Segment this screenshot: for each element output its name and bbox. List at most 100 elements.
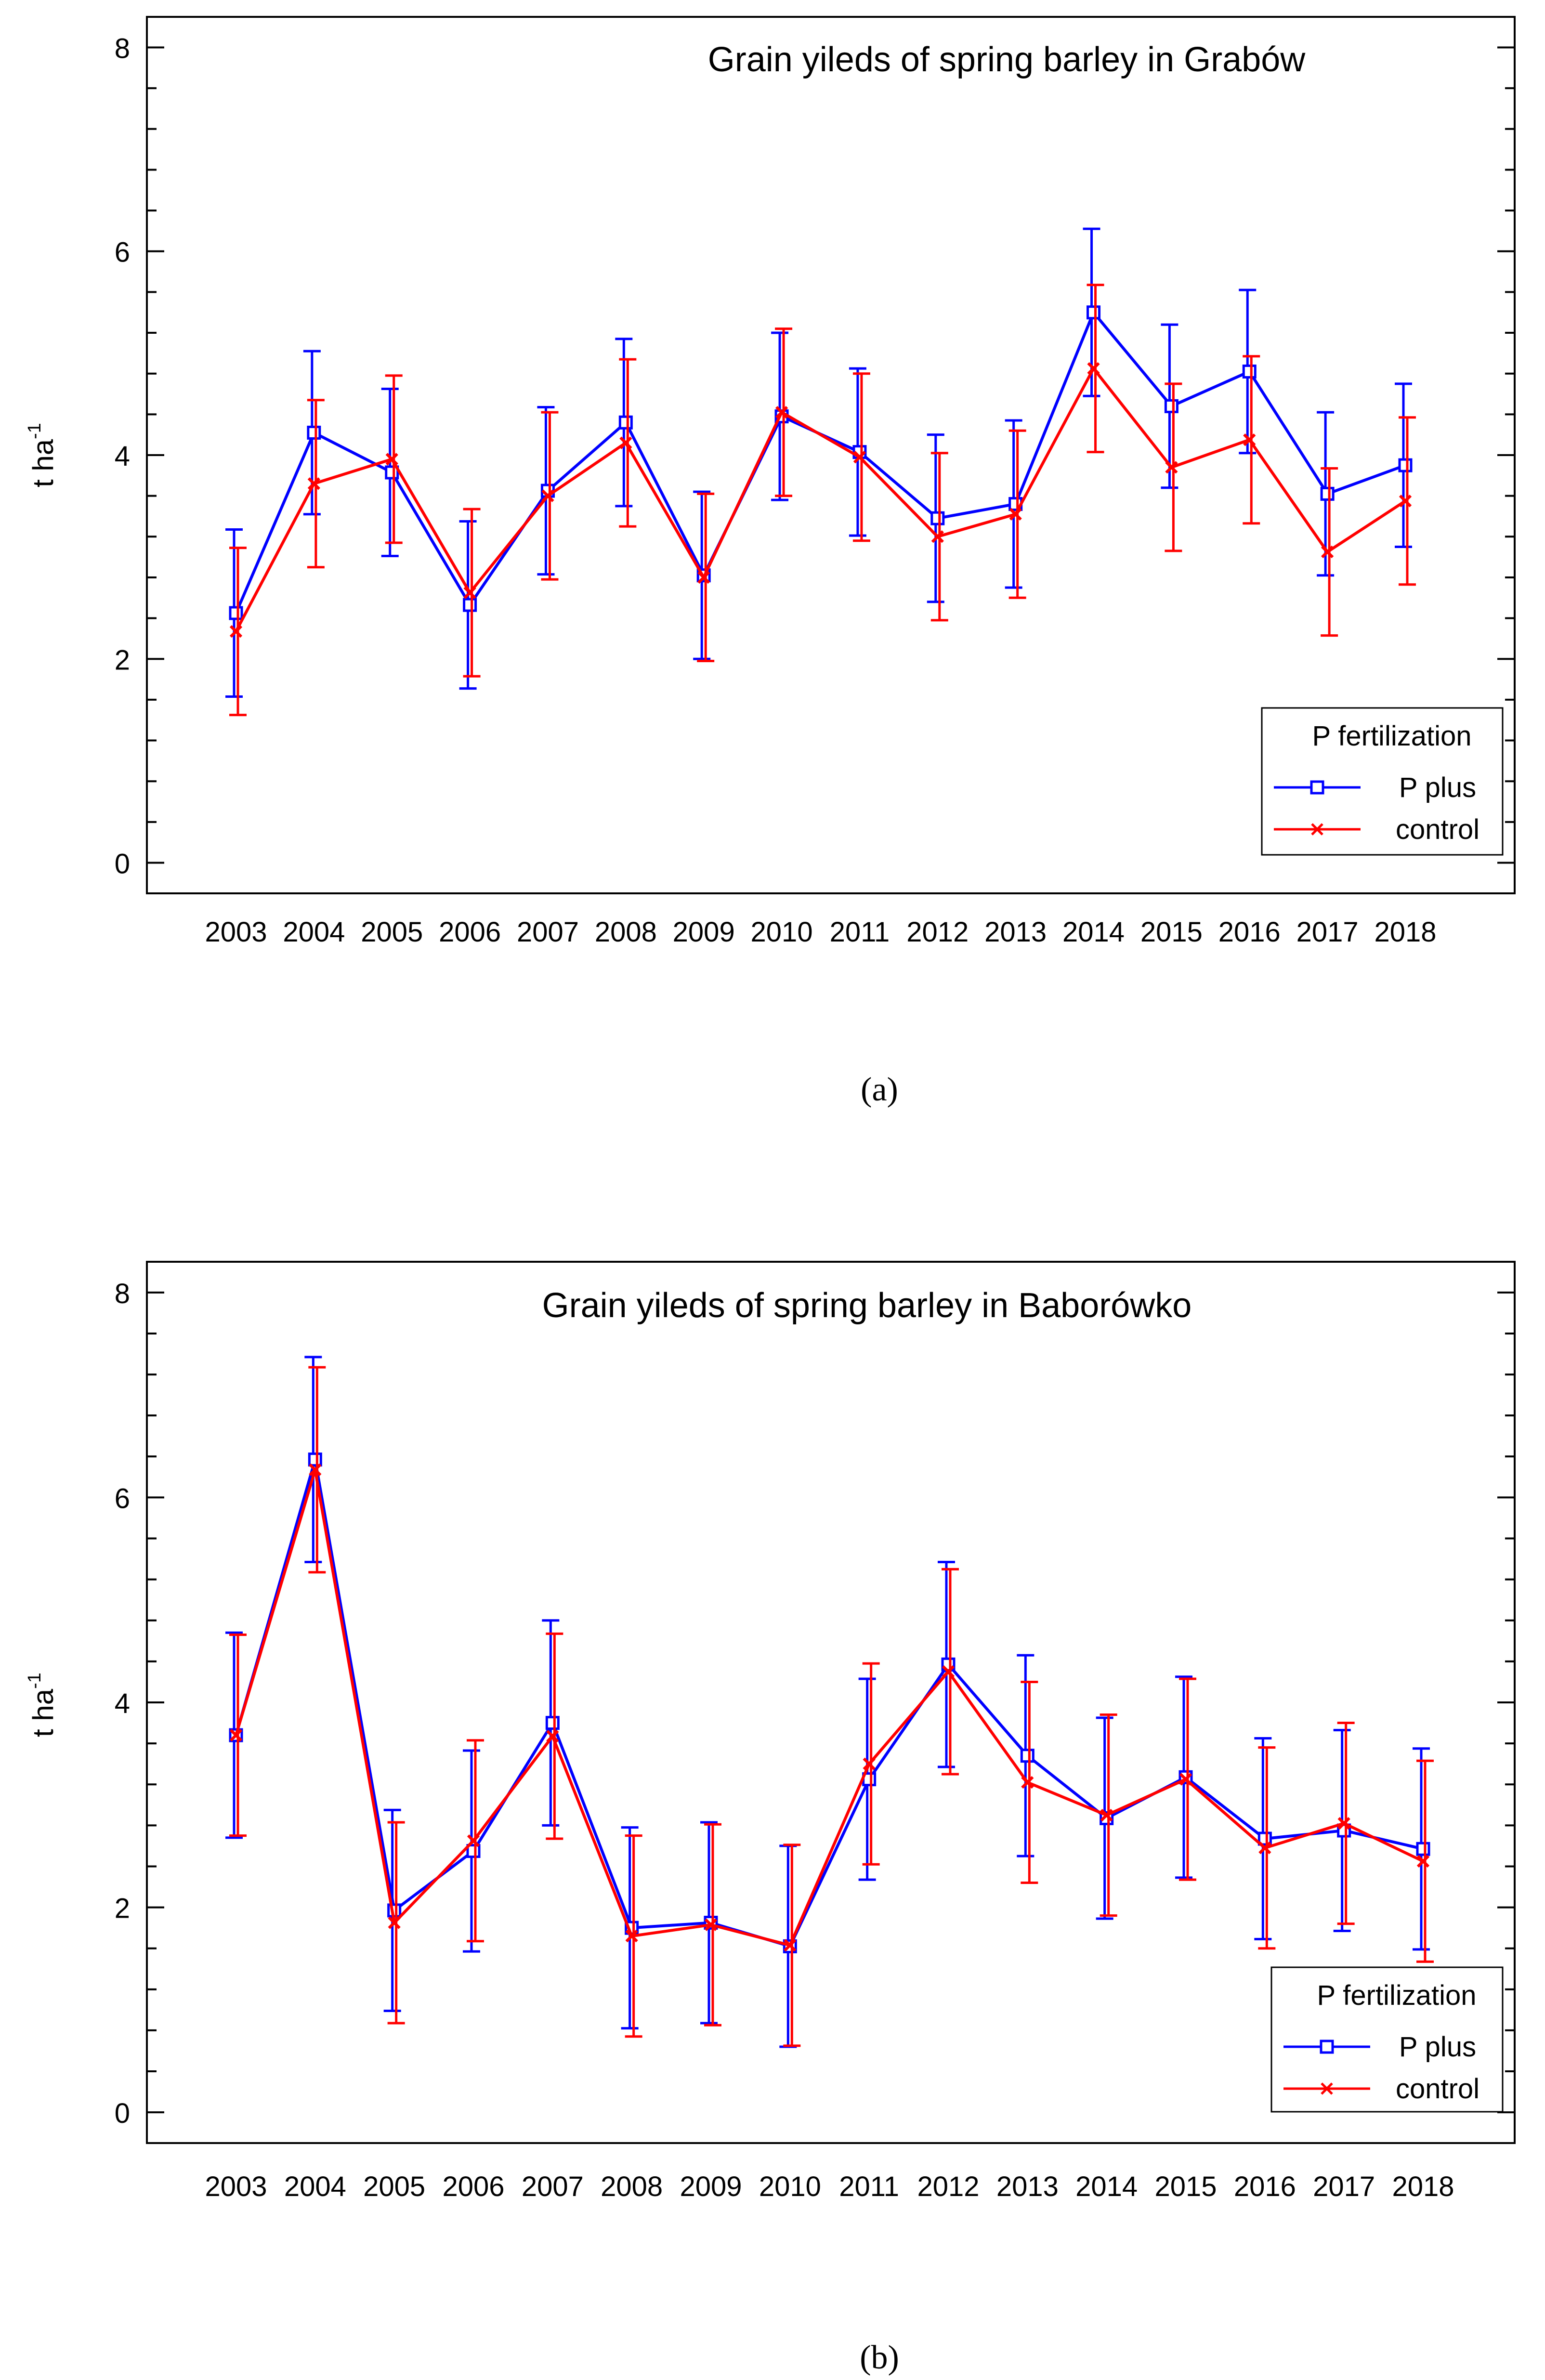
chart-title: Grain yileds of spring barley in Baborów…	[542, 1286, 1192, 1325]
data-point-2003	[229, 1728, 243, 1742]
data-point-2007	[546, 1730, 559, 1743]
legend-label-p-plus: P plus	[1399, 2031, 1476, 2063]
data-point-2013	[1020, 1749, 1034, 1763]
series-line-p-plus	[235, 1459, 1424, 1948]
chart-panel-b: 0 2 4 6 8 2003 2004 2005 2006 2007 2008 2009 2010 201…	[25, 1261, 1516, 2376]
data-point-2018	[1416, 1855, 1430, 1868]
x-tick-label-2007: 2007	[517, 916, 579, 948]
series-layer	[225, 1356, 1434, 2048]
data-point-2013	[1021, 1776, 1034, 1789]
data-point-2004	[307, 477, 320, 490]
data-point-2004	[309, 1463, 322, 1477]
legend-marker-x	[1311, 823, 1323, 836]
data-point-2008	[618, 415, 633, 430]
y-tick-label: 2	[115, 644, 130, 676]
x-tick-label-2006: 2006	[439, 916, 501, 948]
x-tick-label-2011: 2011	[839, 2171, 899, 2202]
legend-title: P fertilization	[1317, 1980, 1477, 2011]
data-point-2006	[467, 1834, 480, 1847]
y-axis-label: t ha-1	[25, 1673, 59, 1737]
data-point-2007	[541, 489, 554, 502]
legend: P fertilization P plus control	[1261, 707, 1504, 856]
axes: 0 2 4 6 8 2003 2004 2005 2006 2007 2008 2009 2010 201…	[115, 1278, 1515, 2202]
data-point-2012	[930, 511, 945, 525]
data-point-2013	[1009, 508, 1022, 521]
data-point-2009	[697, 571, 710, 584]
x-tick-label-2013: 2013	[984, 916, 1047, 948]
legend-marker-square	[1310, 780, 1324, 795]
series-control	[229, 1366, 1434, 2047]
data-point-2017	[1320, 486, 1335, 501]
x-tick-label-2009: 2009	[680, 2171, 742, 2202]
legend-title: P fertilization	[1312, 720, 1472, 752]
legend: P fertilization P plus control	[1270, 1966, 1504, 2113]
series-p-plus	[225, 227, 1413, 698]
x-tick-label-2005: 2005	[363, 2171, 425, 2202]
series-layer	[225, 227, 1416, 717]
data-point-2012	[931, 530, 944, 543]
x-tick-label-2004: 2004	[284, 2171, 346, 2202]
data-point-2017	[1337, 1817, 1350, 1830]
y-tick-label: 8	[115, 33, 130, 64]
legend-label-control: control	[1396, 814, 1480, 845]
data-point-2015	[1164, 399, 1178, 413]
data-point-2006	[463, 586, 476, 599]
data-point-2016	[1258, 1842, 1271, 1855]
y-tick-label: 4	[115, 441, 130, 472]
x-tick-label-2017: 2017	[1313, 2171, 1375, 2202]
x-tick-label-2018: 2018	[1374, 916, 1436, 948]
series-line-control	[235, 1469, 1424, 1947]
data-point-2008	[619, 436, 632, 449]
y-tick-label: 2	[115, 1893, 130, 1924]
x-tick-label-2003: 2003	[205, 916, 267, 948]
data-point-2014	[1087, 305, 1101, 320]
data-point-2014	[1087, 362, 1100, 375]
panel-label: (a)	[861, 1071, 898, 1108]
data-point-2005	[388, 1916, 401, 1929]
x-tick-label-2017: 2017	[1296, 916, 1359, 948]
series-p-plus	[225, 1356, 1430, 2048]
x-tick-label-2010: 2010	[751, 916, 813, 948]
legend-marker-x	[1321, 2082, 1333, 2095]
data-point-2004	[308, 1452, 322, 1467]
x-tick-label-2014: 2014	[1062, 916, 1125, 948]
data-point-2010	[775, 405, 788, 419]
x-tick-label-2015: 2015	[1154, 2171, 1217, 2202]
data-point-2015	[1165, 461, 1178, 474]
data-point-2003	[229, 606, 243, 620]
x-tick-label-2018: 2018	[1392, 2171, 1454, 2202]
data-point-2010	[784, 1939, 797, 1952]
x-tick-label-2013: 2013	[996, 2171, 1059, 2202]
chart-panel-a: 0 2 4 6 8 2003 2004 2005 2006 2007 2008 2009 2010 201…	[25, 16, 1516, 1108]
x-tick-label-2004: 2004	[283, 916, 345, 948]
data-point-2018	[1398, 458, 1413, 472]
x-tick-label-2007: 2007	[522, 2171, 584, 2202]
y-tick-label: 8	[115, 1278, 130, 1309]
series-line-p-plus	[235, 309, 1406, 614]
series-control	[229, 284, 1416, 717]
legend-label-p-plus: P plus	[1399, 772, 1476, 803]
x-tick-label-2016: 2016	[1218, 916, 1281, 948]
y-tick-label: 0	[115, 849, 130, 880]
data-point-2015	[1179, 1773, 1192, 1786]
legend-label-control: control	[1396, 2073, 1480, 2105]
data-point-2012	[942, 1665, 955, 1678]
data-point-2004	[307, 425, 321, 440]
x-tick-label-2008: 2008	[595, 916, 657, 948]
data-point-2018	[1399, 495, 1412, 508]
data-point-2006	[463, 598, 477, 612]
data-point-2016	[1242, 364, 1257, 379]
x-tick-label-2010: 2010	[759, 2171, 821, 2202]
series-line-control	[235, 366, 1406, 632]
y-tick-label: 0	[115, 2098, 130, 2129]
x-tick-label-2009: 2009	[673, 916, 735, 948]
y-tick-label: 6	[115, 1483, 130, 1514]
data-point-2014	[1100, 1808, 1113, 1822]
y-tick-label: 6	[115, 237, 130, 268]
data-point-2007	[545, 1716, 560, 1730]
chart-title: Grain yileds of spring barley in Grabów	[708, 40, 1306, 79]
axes: 0 2 4 6 8 2003 2004 2005 2006 2007 2008 2009 2010 201…	[115, 33, 1515, 948]
x-tick-label-2008: 2008	[601, 2171, 663, 2202]
x-tick-label-2006: 2006	[442, 2171, 504, 2202]
